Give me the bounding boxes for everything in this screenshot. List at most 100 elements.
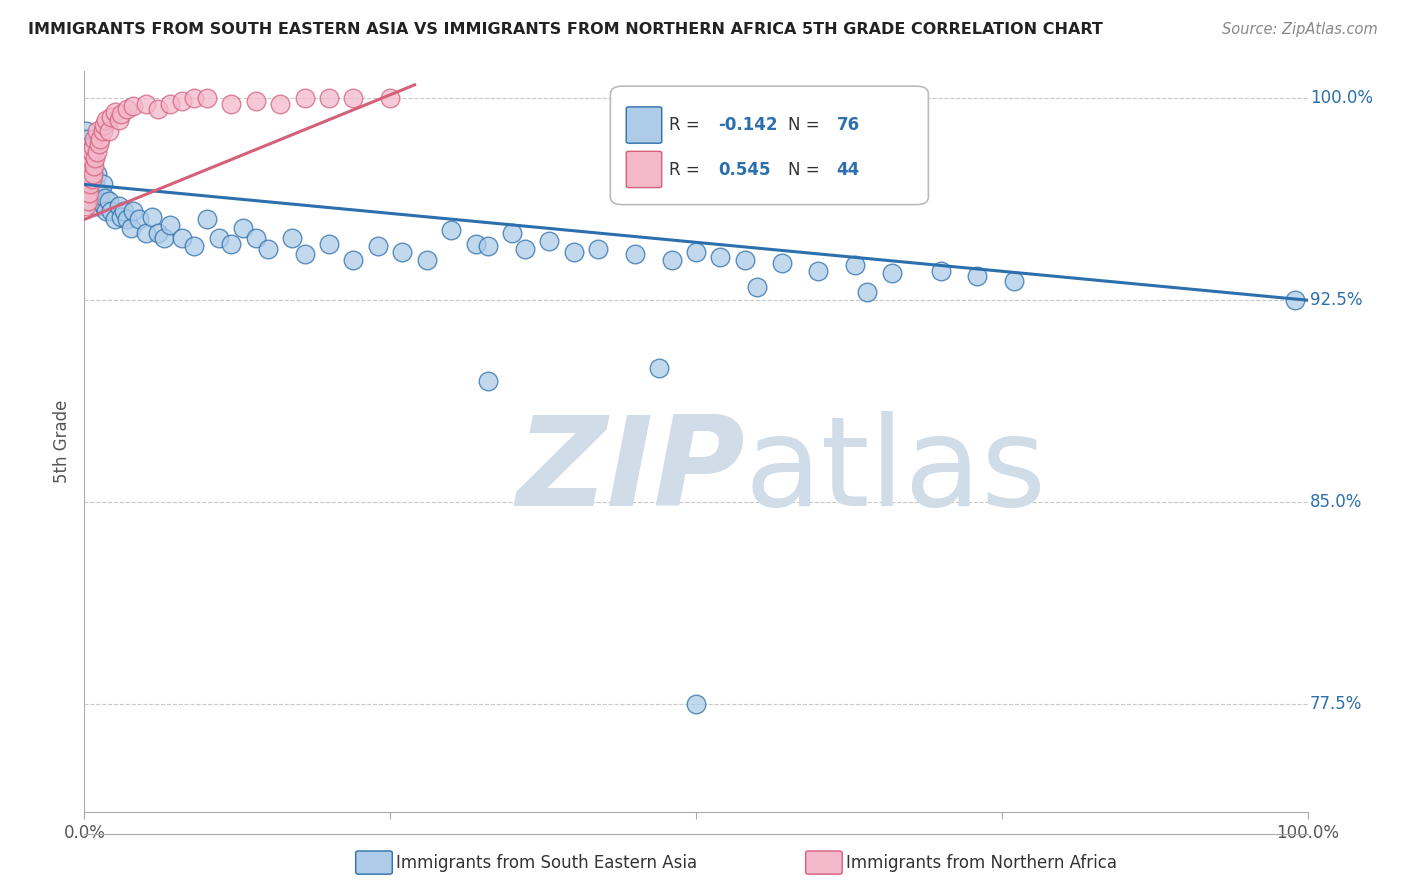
Text: N =: N = xyxy=(787,116,824,134)
Point xyxy=(76,131,98,145)
Point xyxy=(128,212,150,227)
Point xyxy=(86,123,108,137)
Point xyxy=(269,96,291,111)
Point xyxy=(79,159,101,173)
Point xyxy=(195,212,218,227)
Point xyxy=(318,236,340,251)
Point xyxy=(80,172,103,186)
Point xyxy=(83,186,105,200)
Point xyxy=(115,212,138,227)
Point xyxy=(79,186,101,200)
FancyBboxPatch shape xyxy=(626,152,662,187)
Point xyxy=(80,172,103,186)
Point xyxy=(75,123,97,137)
Point xyxy=(770,255,793,269)
Point xyxy=(135,96,157,111)
Point xyxy=(77,186,100,200)
Point xyxy=(513,242,536,256)
Point xyxy=(104,212,127,227)
Point xyxy=(107,112,129,127)
Point xyxy=(844,258,866,272)
Text: 92.5%: 92.5% xyxy=(1310,291,1362,310)
Point xyxy=(87,136,110,151)
Point xyxy=(294,91,316,105)
Point xyxy=(153,231,176,245)
Point xyxy=(367,239,389,253)
Point xyxy=(966,268,988,283)
Point xyxy=(120,220,142,235)
Text: 76: 76 xyxy=(837,116,859,134)
Point xyxy=(440,223,463,237)
Point xyxy=(79,151,101,165)
Point xyxy=(281,231,304,245)
Point xyxy=(685,244,707,259)
Point xyxy=(97,123,120,137)
Point xyxy=(100,110,122,124)
Point xyxy=(82,167,104,181)
Point xyxy=(91,178,114,192)
Point xyxy=(77,159,100,173)
Point xyxy=(77,159,100,173)
Point xyxy=(93,118,115,132)
Text: Immigrants from South Eastern Asia: Immigrants from South Eastern Asia xyxy=(396,854,697,871)
Point xyxy=(856,285,879,299)
Point xyxy=(87,186,110,200)
Point xyxy=(82,167,104,181)
Point xyxy=(135,226,157,240)
Point xyxy=(734,252,756,267)
Point xyxy=(183,91,205,105)
Point xyxy=(96,112,118,127)
Y-axis label: 5th Grade: 5th Grade xyxy=(53,400,72,483)
Point xyxy=(929,263,952,277)
Point xyxy=(97,194,120,208)
Point xyxy=(84,151,107,165)
Point xyxy=(416,252,439,267)
Point xyxy=(110,107,132,121)
Point xyxy=(257,242,280,256)
Point xyxy=(77,172,100,186)
Point xyxy=(107,199,129,213)
Point xyxy=(159,96,181,111)
Text: R =: R = xyxy=(669,116,704,134)
Point xyxy=(79,178,101,192)
Point xyxy=(93,199,115,213)
Point xyxy=(807,263,830,277)
Text: Immigrants from Northern Africa: Immigrants from Northern Africa xyxy=(846,854,1118,871)
Point xyxy=(86,199,108,213)
Point xyxy=(380,91,402,105)
Point xyxy=(464,236,486,251)
Point xyxy=(586,242,609,256)
Text: 44: 44 xyxy=(837,161,860,178)
Point xyxy=(477,374,499,388)
Point xyxy=(342,252,364,267)
Point xyxy=(195,91,218,105)
Point xyxy=(391,244,413,259)
Point xyxy=(83,131,105,145)
Text: ZIP: ZIP xyxy=(516,410,745,532)
Point xyxy=(77,145,100,160)
Point xyxy=(232,220,254,235)
Point xyxy=(89,194,111,208)
Point xyxy=(115,102,138,116)
Text: -0.142: -0.142 xyxy=(718,116,778,134)
Point xyxy=(82,140,104,154)
Point xyxy=(685,697,707,711)
Point xyxy=(219,236,242,251)
Point xyxy=(75,178,97,192)
Text: 77.5%: 77.5% xyxy=(1310,695,1362,713)
FancyBboxPatch shape xyxy=(626,107,662,144)
Point xyxy=(208,231,231,245)
Point xyxy=(538,234,561,248)
Point xyxy=(77,140,100,154)
Point xyxy=(624,247,647,261)
FancyBboxPatch shape xyxy=(610,87,928,204)
Point xyxy=(1002,274,1025,288)
Point xyxy=(75,199,97,213)
Point xyxy=(112,204,135,219)
Point xyxy=(122,204,145,219)
Text: N =: N = xyxy=(787,161,824,178)
Text: atlas: atlas xyxy=(745,410,1047,532)
Text: 85.0%: 85.0% xyxy=(1310,493,1362,511)
Text: 0.545: 0.545 xyxy=(718,161,770,178)
Point xyxy=(80,145,103,160)
